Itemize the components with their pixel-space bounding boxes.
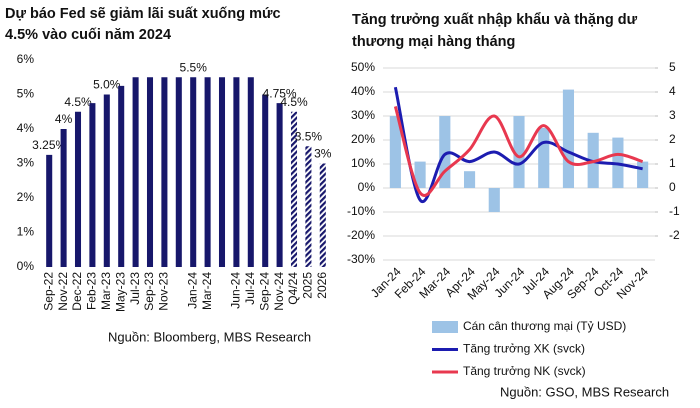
x-tick-label: Sep-23 [142, 272, 156, 311]
x-tick-label: Mar-23 [99, 272, 113, 310]
y2-tick-label: -1 [669, 204, 680, 218]
y2-tick-label: 3 [669, 108, 676, 122]
bar [233, 77, 240, 267]
legend-label: Cán cân thương mại (Tỷ USD) [463, 319, 626, 333]
y2-tick-label: 2 [669, 132, 676, 146]
bar [89, 103, 96, 267]
y-tick-label: 6% [17, 52, 35, 66]
bar [60, 129, 67, 267]
legend-label: Tăng trưởng NK (svck) [463, 364, 586, 378]
x-tick-label: May-23 [113, 272, 127, 312]
data-label: 5.5% [180, 60, 208, 74]
data-label: 4.75% [263, 86, 297, 100]
bar [389, 116, 401, 188]
y2-tick-label: 1 [669, 156, 676, 170]
data-label: 3.5% [295, 129, 323, 143]
legend-swatch [432, 321, 458, 333]
x-tick-label: Jul-23 [128, 272, 142, 305]
bar [74, 111, 82, 267]
y-tick-label: 2% [17, 190, 35, 204]
chart-title: Tăng trưởng xuất nhập khẩu và thặng dư [352, 12, 638, 28]
bar [538, 128, 550, 188]
y-tick-label: 1% [17, 225, 35, 239]
y2-tick-label: -2 [669, 228, 680, 242]
y-tick-label: 0% [17, 259, 35, 273]
x-tick-label: Sep-24 [257, 272, 271, 311]
data-label: 4.5% [280, 95, 308, 109]
bar [262, 94, 269, 267]
data-label: 3% [314, 147, 332, 161]
chart-title: 4.5% vào cuối năm 2024 [5, 27, 171, 43]
bar [103, 94, 110, 267]
y-tick-label: 30% [351, 108, 375, 122]
bar [488, 188, 500, 212]
x-tick-label: Dec-22 [70, 272, 84, 311]
x-tick-label: Jul-24 [243, 272, 257, 305]
data-label: 4.5% [64, 95, 92, 109]
x-tick-label: Jan-24 [185, 272, 199, 309]
y-tick-label: -30% [347, 252, 375, 266]
x-tick-label: Nov-22 [56, 272, 70, 311]
data-label: 3.25% [32, 138, 66, 152]
x-tick-label: Sep-22 [41, 272, 55, 311]
y-tick-label: 40% [351, 84, 375, 98]
bar [513, 116, 525, 188]
x-tick-label: Jun-24 [229, 272, 243, 309]
data-label: 5.0% [93, 78, 121, 92]
bar [161, 77, 168, 267]
legend-label: Tăng trưởng XK (svck) [463, 342, 585, 356]
bar [439, 116, 451, 188]
y-tick-label: -10% [347, 204, 375, 218]
bar [276, 103, 283, 267]
bar [247, 77, 254, 267]
y-tick-label: 4% [17, 121, 35, 135]
x-tick-label: 2026 [315, 272, 329, 299]
y-tick-label: 20% [351, 132, 375, 146]
chart-title: Dự báo Fed sẽ giảm lãi suất xuống mức [5, 6, 281, 22]
bar [118, 85, 125, 267]
source: Nguồn: GSO, MBS Research [500, 384, 669, 399]
x-tick-label: Mar-24 [200, 272, 214, 310]
bar [175, 77, 182, 267]
data-label: 4% [55, 112, 73, 126]
bar [305, 146, 312, 267]
bar [204, 77, 211, 267]
chart-title: thương mại hàng tháng [352, 34, 515, 50]
bar [218, 77, 226, 267]
y-tick-label: -20% [347, 228, 375, 242]
bar [319, 163, 326, 267]
y-tick-label: 3% [17, 156, 35, 170]
bar [414, 161, 426, 188]
bar [290, 111, 298, 267]
y-tick-label: 50% [351, 60, 375, 74]
bar [562, 89, 575, 188]
bar [146, 77, 154, 267]
y-tick-label: 10% [351, 156, 375, 170]
x-tick-label: Q4/24 [286, 272, 300, 305]
bar [190, 77, 197, 267]
y-tick-label: 5% [17, 87, 35, 101]
bar [46, 154, 53, 267]
x-tick-label: Nov-24 [272, 272, 286, 311]
x-tick-label: 2025 [301, 272, 315, 299]
line [393, 105, 644, 197]
y-tick-label: 0% [358, 180, 376, 194]
source: Nguồn: Bloomberg, MBS Research [108, 329, 311, 344]
bar [637, 161, 649, 188]
bar [463, 171, 476, 188]
y2-tick-label: 4 [669, 84, 676, 98]
y2-tick-label: 0 [669, 180, 676, 194]
y2-tick-label: 5 [669, 60, 676, 74]
x-tick-label: Nov-23 [157, 272, 171, 311]
bar [132, 77, 139, 267]
x-tick-label: Feb-23 [85, 272, 99, 310]
